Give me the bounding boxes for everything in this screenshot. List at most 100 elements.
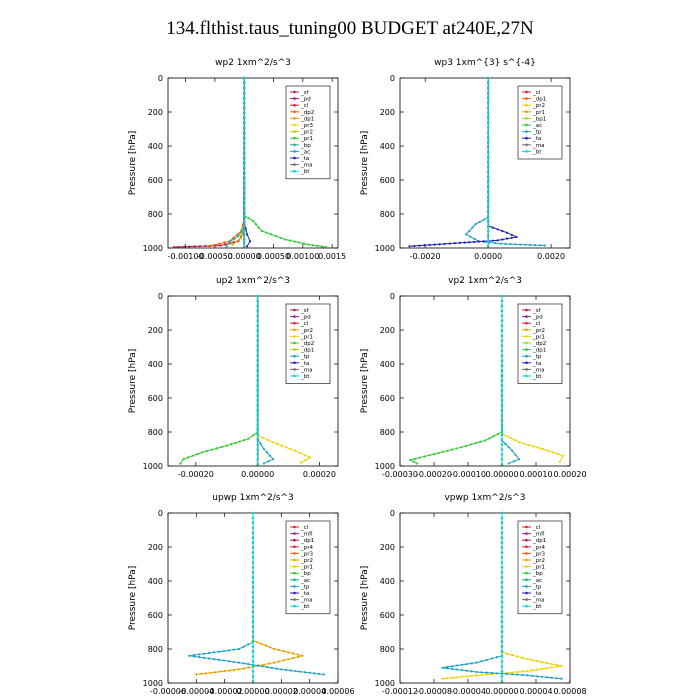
series-point xyxy=(225,245,228,248)
series-point xyxy=(251,576,255,579)
legend-marker xyxy=(293,97,296,100)
series-point xyxy=(500,596,504,599)
series-point xyxy=(418,456,421,459)
series-point xyxy=(229,443,233,446)
legend-marker xyxy=(293,315,296,318)
y-tick-label: 800 xyxy=(148,428,163,437)
series-point xyxy=(243,86,246,89)
series-point xyxy=(256,339,259,342)
series-point xyxy=(262,462,265,465)
legend-marker xyxy=(525,545,528,549)
series-point xyxy=(237,235,240,238)
series-point xyxy=(243,106,246,109)
series-point xyxy=(243,161,246,164)
series-point xyxy=(474,223,477,226)
series-point xyxy=(219,244,222,247)
series-point xyxy=(500,551,504,554)
legend-marker xyxy=(293,525,296,529)
series-point xyxy=(251,536,255,539)
series-point xyxy=(494,242,497,245)
series-point xyxy=(505,231,509,234)
series-point xyxy=(243,146,246,149)
series-point xyxy=(487,111,490,114)
legend-label: _ta xyxy=(300,591,309,597)
series-point xyxy=(560,664,563,668)
series-point xyxy=(473,237,476,241)
series-point xyxy=(195,673,198,676)
x-tick-label: 0.00010 xyxy=(519,470,552,479)
x-tick-label: -0.0020 xyxy=(410,252,441,261)
series-point xyxy=(474,442,477,445)
series-point xyxy=(242,662,245,665)
legend-marker xyxy=(293,354,296,358)
series-point xyxy=(501,238,504,241)
series-point xyxy=(204,672,207,675)
series-point xyxy=(243,220,246,223)
series-point xyxy=(500,344,504,347)
series-point xyxy=(247,643,250,646)
legend-label: _pr4 xyxy=(300,545,314,551)
legend-label: _bt xyxy=(532,374,542,380)
series-point xyxy=(243,111,246,114)
series-point xyxy=(500,526,504,529)
series-point xyxy=(260,642,263,646)
plot-frame xyxy=(399,295,571,467)
legend-marker xyxy=(293,169,296,173)
series-point xyxy=(500,433,504,436)
series-point xyxy=(487,156,490,159)
series-point xyxy=(543,244,546,247)
series-point xyxy=(500,334,504,337)
legend-marker xyxy=(525,130,528,133)
series-point xyxy=(220,445,223,449)
plot-frame xyxy=(399,77,571,249)
series-point xyxy=(500,665,504,668)
series-point xyxy=(517,458,521,461)
legend-label: _ma xyxy=(532,143,544,149)
legend-label: _pd xyxy=(532,315,543,321)
legend-marker xyxy=(525,565,528,568)
legend-marker xyxy=(525,150,528,153)
series-point xyxy=(196,453,199,456)
legend-marker xyxy=(293,143,296,147)
legend-label: _mfl xyxy=(300,532,313,538)
series-point xyxy=(487,170,490,174)
series-point xyxy=(292,652,295,655)
series-point xyxy=(322,673,325,676)
series-point xyxy=(199,672,203,676)
series-point xyxy=(243,166,246,169)
legend-marker xyxy=(293,571,296,575)
legend-marker xyxy=(293,130,296,133)
series-point xyxy=(496,228,499,231)
legend-marker xyxy=(293,103,296,107)
series-line-dp2 xyxy=(208,78,245,247)
series-point xyxy=(251,625,255,628)
series-point xyxy=(412,460,415,463)
series-point xyxy=(500,591,504,594)
legend-label: _pr2 xyxy=(532,328,545,334)
legend-marker xyxy=(293,90,296,94)
series-point xyxy=(243,170,246,174)
series-point xyxy=(200,451,204,454)
series-point xyxy=(487,225,490,228)
series-point xyxy=(465,662,468,666)
series-point xyxy=(217,650,221,653)
series-point xyxy=(251,586,255,589)
series-point xyxy=(284,446,288,449)
series-point xyxy=(536,675,539,678)
series-point xyxy=(555,663,558,667)
series-point xyxy=(287,651,290,654)
series-point xyxy=(243,156,246,159)
legend-label: _ta xyxy=(532,136,541,142)
legend-label: _ta xyxy=(532,361,541,367)
series-point xyxy=(256,453,259,456)
x-tick-label: -0.00004 xyxy=(178,687,214,696)
series-point xyxy=(177,245,181,249)
series-point xyxy=(500,516,504,520)
y-axis-label: Pressure [hPa] xyxy=(360,349,370,414)
series-point xyxy=(500,369,504,372)
x-tick-label: -0.00010 xyxy=(450,470,486,479)
series-point xyxy=(256,641,259,644)
series-point xyxy=(540,667,544,671)
series-point xyxy=(251,434,255,437)
panel-5: upwp 1xm^2/s^3 Pressure [hPa] 0 200 400 600 80… xyxy=(128,493,355,696)
